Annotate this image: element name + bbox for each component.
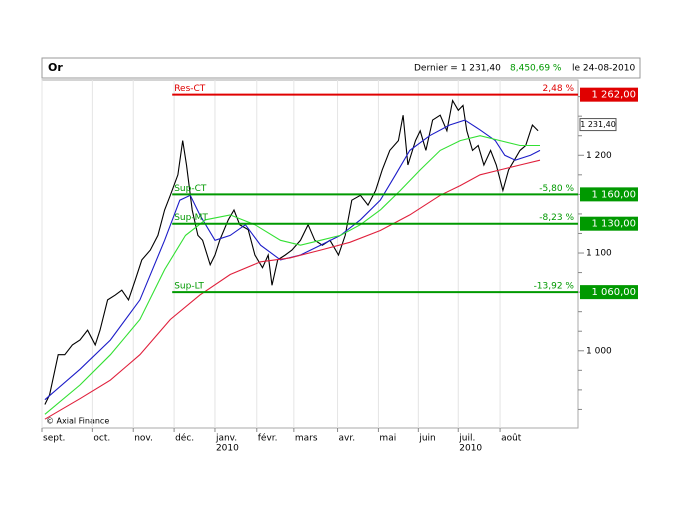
level-box — [580, 285, 638, 300]
y-tick-label: 1 000 — [586, 346, 612, 356]
last-price: 1 231,40 — [580, 120, 616, 129]
x-tick-label: mai — [379, 434, 396, 444]
year-label: 2010 — [216, 444, 239, 454]
level-name: Sup-LT — [174, 282, 204, 292]
level-value: 1 160,00 — [591, 189, 636, 200]
level-box — [580, 87, 638, 102]
level-box — [580, 216, 638, 231]
level-pct: -5,80 % — [539, 184, 574, 194]
level-name: Res-CT — [174, 84, 206, 94]
x-tick-label: févr. — [258, 433, 278, 444]
level-value: 1 262,00 — [591, 90, 636, 101]
last-price-box — [579, 118, 617, 132]
x-tick-label: juin — [418, 434, 435, 444]
x-tick-label: avr. — [339, 434, 356, 444]
x-tick-label: nov. — [134, 434, 153, 444]
level-pct: -8,23 % — [539, 213, 574, 223]
y-tick-label: 1 200 — [586, 151, 612, 161]
level-name: Sup-MT — [174, 213, 208, 223]
last-quote: Dernier = 1 231,40 — [414, 64, 501, 74]
x-tick-label: oct. — [93, 434, 110, 444]
x-tick-label: août — [501, 434, 522, 444]
change: 8,45 — [510, 64, 530, 74]
level-box — [580, 187, 638, 202]
level-pct: -13,92 % — [534, 282, 575, 292]
price-line — [44, 135, 540, 415]
price-line — [44, 98, 539, 405]
y-tick-label: 1 100 — [586, 249, 612, 259]
quote-date: le 24-08-2010 — [572, 64, 635, 74]
x-tick-label: mars — [295, 434, 318, 444]
level-value: 1 060,00 — [591, 287, 636, 298]
header-box — [41, 57, 641, 79]
level-value: 1 130,00 — [591, 219, 636, 230]
change-pct: 0,69 % — [530, 64, 562, 74]
credit: © Axial Finance — [46, 417, 109, 426]
level-name: Sup-CT — [174, 184, 207, 194]
year-label: 2010 — [459, 444, 482, 454]
plot-area — [41, 79, 579, 429]
chart-title: Or — [48, 61, 63, 74]
x-tick-label: janv. — [215, 434, 237, 444]
price-line — [44, 119, 541, 401]
x-tick-label: déc. — [175, 433, 194, 444]
x-tick-label: sept. — [43, 434, 65, 444]
level-pct: 2,48 % — [543, 84, 575, 94]
price-line — [44, 159, 541, 420]
x-tick-label: juil. — [458, 434, 475, 444]
